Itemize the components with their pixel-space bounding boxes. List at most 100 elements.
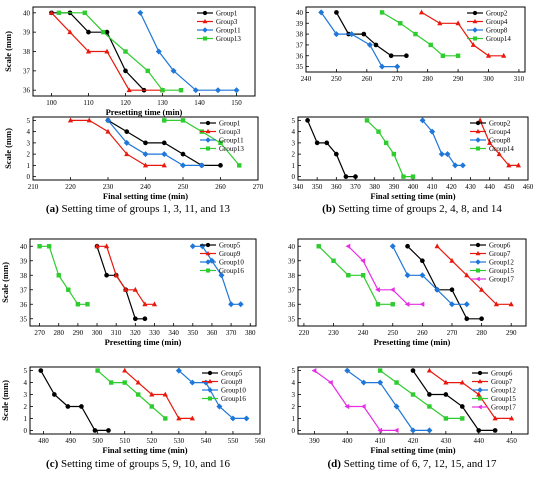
x-tick-label: 240	[301, 75, 312, 83]
y-tick-label: 40	[23, 9, 31, 17]
data-point	[132, 286, 138, 292]
data-point	[324, 140, 330, 146]
legend-label: Group6	[489, 242, 511, 250]
data-point	[199, 243, 206, 250]
data-point	[391, 151, 397, 157]
x-tick-label: 210	[28, 183, 39, 191]
y-tick-label: 36	[288, 301, 296, 309]
panel-caption: (b) Setting time of groups 2, 4, 8, and …	[322, 203, 502, 215]
y-tick-label: 1	[24, 415, 28, 423]
legend-marker	[205, 250, 211, 256]
x-tick-label: 500	[92, 437, 103, 445]
x-tick-label: 380	[245, 329, 256, 337]
data-point	[318, 9, 325, 16]
series-line-group15	[318, 245, 393, 305]
chart-panel-2: 240 250 260 270 280 290 300 310 35 36 37 38 39 40 Grou…	[296, 6, 526, 83]
data-point	[464, 272, 470, 278]
y-tick-label: 3	[24, 391, 28, 399]
data-point	[142, 151, 149, 158]
data-point	[104, 48, 110, 54]
data-point	[404, 272, 411, 279]
data-point	[124, 151, 130, 157]
data-point	[331, 258, 336, 263]
y-tick-label: 2	[24, 403, 28, 411]
data-point	[95, 368, 100, 373]
x-tick-label: 440	[484, 183, 495, 191]
data-point	[443, 379, 449, 385]
series-line-group17	[314, 370, 397, 431]
data-point	[108, 380, 114, 385]
chart-panel-8: 390 400 410 420 430 440 450 0 1 2 3 4 5 Final setting…	[292, 366, 529, 455]
legend-marker	[202, 18, 208, 24]
data-point	[305, 118, 310, 123]
series-line-group3	[51, 12, 163, 91]
y-axis-label: Scale (mm)	[0, 262, 10, 303]
legend-marker	[477, 378, 483, 384]
data-point	[375, 302, 381, 307]
legend-label: Group15	[491, 395, 516, 403]
chart-panel-3: 210 220 230 240 250 260 270 0 1 2 3 4 5 Final setting…	[3, 116, 264, 201]
data-point	[375, 287, 380, 293]
x-tick-label: 390	[309, 437, 320, 445]
series-line-group4	[421, 11, 504, 57]
y-tick-label: 5	[27, 117, 31, 125]
data-point	[218, 272, 225, 279]
series-line-group8	[422, 120, 463, 166]
data-point	[394, 63, 401, 70]
data-point	[104, 243, 110, 249]
data-point	[389, 287, 395, 293]
data-point	[401, 174, 406, 179]
series-line-group14	[381, 11, 459, 57]
data-point	[189, 243, 196, 250]
data-point	[393, 403, 400, 410]
series-line-group7	[429, 370, 512, 419]
x-tick-label: 270	[253, 183, 264, 191]
x-tick-label: 280	[476, 329, 487, 337]
x-tick-label: 510	[119, 437, 130, 445]
legend-label: Group11	[219, 137, 244, 145]
y-tick-label: 38	[296, 31, 304, 39]
data-point	[123, 139, 130, 146]
data-point	[379, 10, 385, 15]
data-point	[476, 391, 482, 397]
caption-letter: (d)	[328, 458, 342, 470]
data-point	[233, 87, 240, 94]
data-point	[175, 367, 182, 374]
data-point	[360, 379, 367, 386]
data-point	[37, 244, 42, 249]
legend-label: Group1	[219, 120, 241, 128]
data-point	[389, 243, 396, 250]
data-point	[427, 404, 432, 409]
x-tick-label: 220	[65, 183, 76, 191]
x-tick-label: 130	[157, 99, 168, 107]
x-tick-label: 260	[362, 75, 373, 83]
x-tick-label: 490	[65, 437, 76, 445]
data-point	[123, 49, 128, 54]
data-point	[314, 140, 320, 146]
legend-label: Group2	[486, 10, 508, 18]
legend-marker	[207, 370, 213, 376]
data-point	[136, 392, 141, 397]
data-point	[459, 162, 466, 169]
series-line-group11	[139, 12, 237, 91]
x-axis-label: Presetting time (min)	[374, 337, 451, 347]
y-tick-label: 36	[23, 87, 31, 95]
x-tick-label: 270	[447, 329, 458, 337]
legend-marker	[207, 378, 213, 384]
data-point	[123, 68, 128, 74]
data-point	[94, 243, 100, 249]
x-tick-label: 250	[388, 329, 399, 337]
data-point	[67, 117, 74, 123]
data-point	[460, 416, 465, 421]
data-point	[444, 151, 451, 158]
y-tick-label: 35	[288, 315, 296, 323]
x-tick-label: 540	[201, 437, 212, 445]
data-point	[345, 243, 351, 249]
data-point	[162, 118, 167, 123]
x-axis-label: Final setting time (min)	[370, 445, 455, 455]
legend-marker	[475, 268, 481, 273]
data-point	[311, 367, 317, 374]
caption-text: Setting time of groups 1, 3, 11, and 13	[59, 203, 231, 215]
data-point	[123, 286, 129, 292]
data-point	[48, 9, 55, 15]
